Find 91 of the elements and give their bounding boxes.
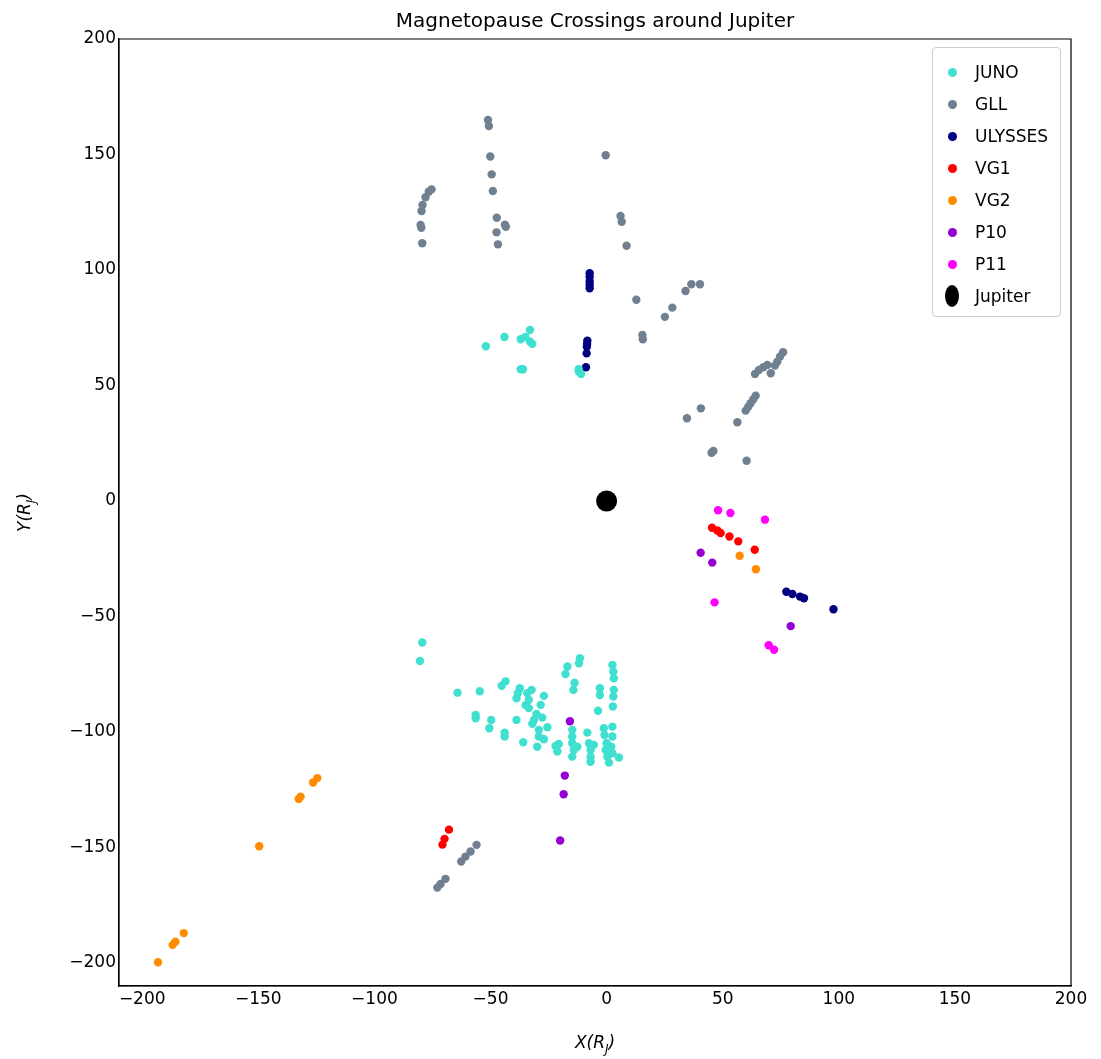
x-tick-label: 0 [601, 987, 613, 1008]
chart-title: Magnetopause Crossings around Jupiter [395, 8, 795, 32]
point [565, 717, 575, 726]
point [696, 404, 706, 413]
y-tick-label: −150 [69, 835, 116, 856]
point [484, 121, 494, 131]
y-tick-label: −200 [69, 951, 116, 972]
point [555, 836, 565, 845]
point [799, 593, 809, 603]
point [488, 186, 498, 196]
legend-label: VG2 [975, 190, 1011, 210]
point [585, 284, 594, 293]
x-tick-label: −150 [234, 987, 282, 1008]
point [681, 286, 690, 296]
point [687, 280, 696, 289]
point [486, 152, 495, 161]
point [472, 840, 481, 850]
x-tick-label: 150 [938, 987, 972, 1008]
point [168, 940, 177, 950]
legend-label: JUNO [975, 62, 1019, 82]
point [418, 238, 427, 248]
point [559, 790, 568, 799]
point [660, 312, 670, 322]
point [582, 349, 591, 358]
point [487, 170, 496, 179]
point [769, 645, 779, 654]
legend-label: Jupiter [975, 286, 1031, 306]
point [638, 335, 648, 344]
y-tick-label: 0 [105, 489, 116, 510]
legend-label: ULYSSES [975, 126, 1049, 146]
y-tick-label: 50 [94, 373, 116, 394]
point [622, 241, 631, 250]
point [682, 414, 692, 423]
legend-label: P11 [975, 254, 1007, 274]
x-tick-label: 50 [711, 987, 734, 1008]
point [750, 369, 760, 379]
point [735, 551, 744, 560]
point [770, 361, 780, 370]
point [829, 605, 838, 614]
point [179, 928, 188, 938]
point [726, 508, 735, 518]
x-tick-label: 100 [822, 987, 856, 1008]
point [153, 958, 163, 967]
point [632, 295, 641, 304]
point [766, 369, 775, 378]
point [433, 883, 442, 892]
point [733, 417, 742, 427]
point [617, 217, 626, 226]
point [444, 825, 454, 834]
point [421, 193, 430, 202]
point [668, 303, 677, 312]
y-tick-label: 150 [83, 142, 116, 163]
point [466, 847, 475, 856]
point [786, 621, 795, 631]
point [751, 565, 761, 574]
y-tick-label: 100 [83, 258, 116, 279]
y-tick-label: 200 [83, 27, 116, 48]
y-tick-label: −50 [80, 604, 116, 625]
y-tick-label: −100 [69, 720, 116, 741]
point [492, 228, 501, 237]
x-tick-label: −100 [351, 987, 398, 1008]
y-axis-title: Y(RJ) [14, 493, 39, 532]
point [696, 548, 705, 557]
point [710, 598, 719, 607]
point [742, 456, 751, 465]
point [438, 840, 447, 849]
legend-label: VG1 [975, 158, 1011, 178]
point [492, 213, 501, 222]
point [255, 842, 264, 851]
legend-label: GLL [975, 94, 1008, 114]
point [734, 537, 743, 546]
point [760, 515, 770, 524]
point [308, 778, 318, 787]
point [457, 857, 466, 866]
x-tick-label: 200 [1054, 987, 1088, 1008]
point [741, 406, 750, 415]
x-tick-label: −50 [472, 987, 509, 1008]
point [725, 532, 734, 541]
legend-label: P10 [975, 222, 1007, 242]
point [713, 505, 723, 515]
point [493, 240, 503, 249]
point [695, 280, 705, 289]
point [708, 558, 717, 567]
point [601, 150, 610, 160]
point [441, 874, 450, 884]
point [417, 206, 426, 216]
point [560, 771, 570, 780]
x-tick-label: −200 [118, 987, 166, 1008]
point [750, 545, 759, 554]
point [788, 589, 797, 599]
point [581, 363, 591, 372]
